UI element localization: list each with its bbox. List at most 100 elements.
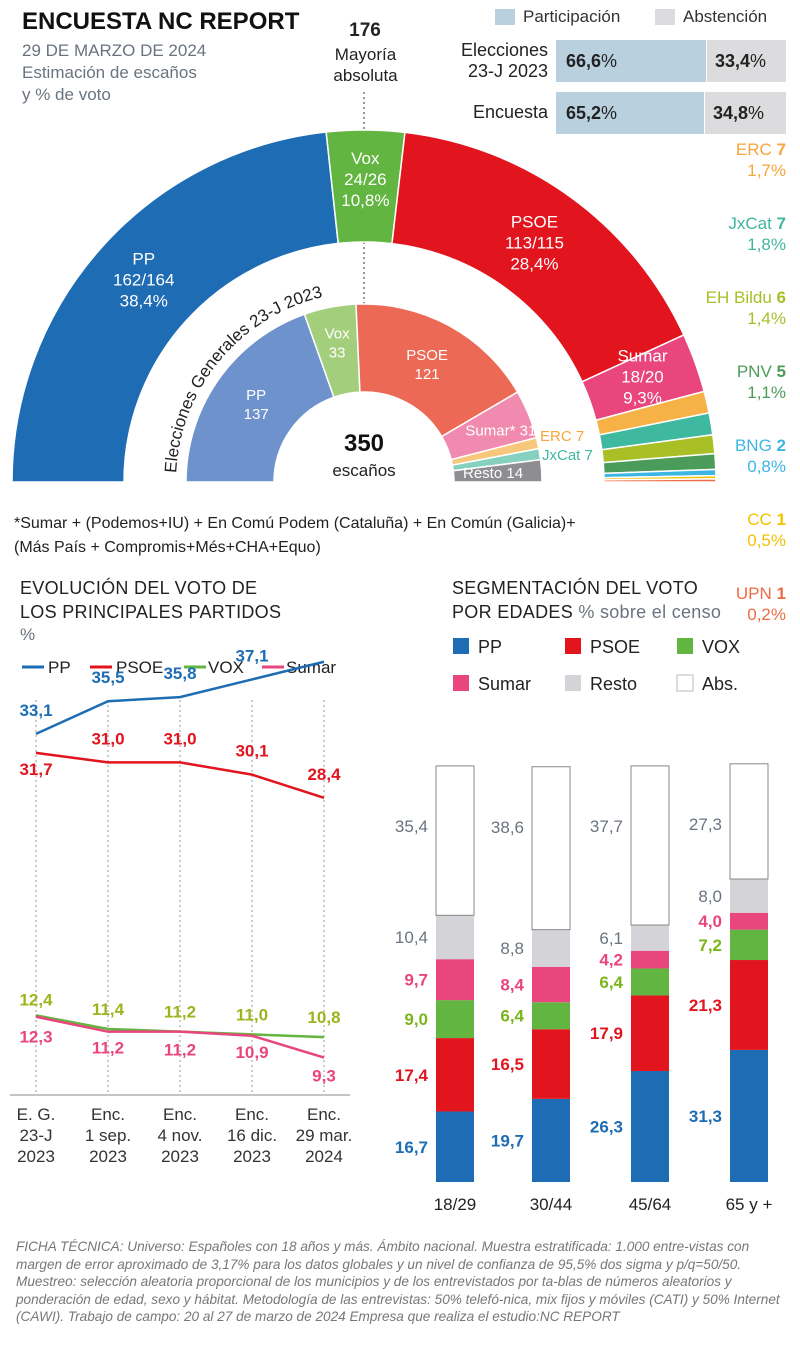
participation-bar-survey: 65,2% 34,8% — [556, 92, 786, 134]
survey-date: 29 DE MARZO DE 2024 — [22, 41, 207, 60]
line-label-psoe-1: 31,0 — [91, 729, 124, 748]
bar-segment-30-44-sumar — [532, 966, 570, 1003]
x-tick-1: Enc. 1 sep. 2023 — [85, 1105, 131, 1166]
side-party-name: JxCat 7 — [728, 214, 786, 233]
line-label-pp-0: 33,1 — [19, 701, 52, 720]
bar-label-18-29-resto: 10,4 — [395, 928, 428, 947]
bar-segment-65-y-resto — [730, 879, 768, 913]
bar-segment-18-29-vox — [436, 1000, 474, 1039]
inner-label-pp: PP 137 — [244, 387, 269, 423]
line-chart-unit: % — [20, 625, 36, 644]
side-party-upn: UPN 1 0,2% — [686, 583, 786, 625]
bar-label-30-44-psoe: 16,5 — [491, 1055, 524, 1074]
legend-label-sumar: Sumar — [478, 674, 531, 694]
bar-label-45-64-resto: 6,1 — [599, 929, 623, 948]
legend-label-vox: VOX — [702, 637, 740, 657]
inner-label-psoe: PSOE 121 — [406, 347, 448, 383]
stacked-bar-chart: PP PSOE VOX Sumar Resto Abs. 16,7 17,4 9,0 9,7 10… — [395, 637, 773, 1214]
bar-segment-45-64-resto — [631, 925, 669, 951]
bar-label-65-y-psoe: 21,3 — [689, 996, 722, 1015]
inner-label-sumar: Sumar* 31 — [465, 423, 536, 440]
subtitle-line1: Estimación de escaños — [22, 63, 197, 82]
legend-label-pp: PP — [478, 637, 502, 657]
side-party-pct: 0,5% — [747, 531, 786, 550]
bar-segment-18-29-sumar — [436, 959, 474, 1001]
bar-segment-18-29-pp — [436, 1111, 474, 1182]
hemicycle-slice-pp — [185, 313, 335, 483]
pct-sign: % — [750, 51, 767, 71]
line-chart-labels: 33,135,535,837,138,431,731,031,030,128,4… — [19, 650, 341, 1086]
legend-label-abs: Abs. — [702, 674, 738, 694]
abstention-value: 33,4 — [715, 51, 751, 71]
line-label-pp-3: 37,1 — [235, 650, 268, 665]
legend-swatch-abs — [676, 674, 694, 692]
bar-chart-stacks — [435, 763, 769, 1182]
bar-segment-30-44-resto — [532, 929, 570, 967]
bar-segment-65-y-sumar — [730, 912, 768, 930]
x-tick-2: Enc. 4 nov. 2023 — [157, 1105, 202, 1166]
bar-label-30-44-vox: 6,4 — [500, 1007, 524, 1026]
x-tick-4: Enc. 29 mar. 2024 — [296, 1105, 353, 1166]
side-party-pct: 0,2% — [747, 605, 786, 624]
legend-label-resto: Resto — [590, 674, 637, 694]
outer-label-pp: PP 162/164 38,4% — [113, 249, 174, 310]
side-party-pct: 1,8% — [747, 235, 786, 254]
bar-chart-x-axis: 18/29 30/44 45/64 65 y + — [434, 1195, 773, 1214]
side-party-name: PNV 5 — [736, 362, 786, 381]
bar-label-65-y-abs: 27,3 — [689, 815, 722, 834]
bar-chart-title-line2: POR EDADES % sobre el censo — [452, 601, 721, 623]
bar-label-18-29-sumar: 9,7 — [404, 971, 428, 990]
elections-label-line2: 23-J 2023 — [467, 61, 548, 81]
bar-segment-30-44-vox — [532, 1002, 570, 1030]
side-party-bng: BNG 2 0,8% — [686, 435, 786, 477]
participation-segment-survey: 65,2% — [556, 92, 704, 134]
legend-label-vox: VOX — [208, 658, 244, 677]
line-chart-grid — [10, 700, 350, 1096]
side-party-name: EH Bildu 6 — [705, 288, 786, 307]
bar-segment-18-29-psoe — [436, 1038, 474, 1112]
side-party-eh-bildu: EH Bildu 6 1,4% — [686, 287, 786, 329]
bar-chart-title-line2-text: POR EDADES — [452, 602, 574, 622]
hemicycle-slice-upn — [603, 478, 717, 483]
bar-category-30-44: 30/44 — [530, 1195, 573, 1214]
line-psoe — [35, 751, 325, 799]
bar-label-30-44-abs: 38,6 — [491, 818, 524, 837]
abstention-legend-swatch — [655, 9, 675, 25]
line-chart-title-line1: EVOLUCIÓN DEL VOTO DE — [20, 578, 258, 598]
outer-label-vox: Vox 24/26 10,8% — [341, 149, 389, 210]
legend-label-sumar: Sumar — [286, 658, 336, 677]
bar-label-45-64-psoe: 17,9 — [590, 1024, 623, 1043]
side-party-name: UPN 1 — [735, 584, 786, 603]
line-label-vox-3: 11,0 — [236, 1005, 268, 1024]
inner-label-erc: ERC 7 — [540, 428, 584, 445]
inner-hemicycle — [185, 303, 543, 483]
hemicycle-slice-pp — [11, 131, 340, 483]
legend-label-psoe: PSOE — [116, 658, 163, 677]
participation-legend-swatch — [495, 9, 515, 25]
bar-label-30-44-sumar: 8,4 — [500, 976, 524, 995]
majority-label-line2: absoluta — [333, 66, 398, 85]
side-party-cc: CC 1 0,5% — [686, 509, 786, 551]
bar-label-65-y-resto: 8,0 — [698, 887, 722, 906]
outer-label-psoe: PSOE 113/115 28,4% — [505, 212, 564, 273]
bar-category-65-y: 65 y + — [726, 1195, 773, 1214]
hemicycle-chart: Elecciones Generales 23-J 2023 PP 162/164… — [11, 92, 717, 483]
legend-swatch-sumar — [453, 675, 469, 691]
bar-category-18-29: 18/29 — [434, 1195, 477, 1214]
bar-label-18-29-psoe: 17,4 — [395, 1066, 429, 1085]
line-label-psoe-3: 30,1 — [235, 742, 268, 761]
bar-label-65-y-sumar: 4,0 — [698, 912, 722, 931]
majority-label-line1: Mayoría — [334, 45, 397, 64]
line-label-sumar-0: 12,3 — [19, 1028, 52, 1047]
participation-legend-label: Participación — [523, 7, 621, 26]
line-label-sumar-1: 11,2 — [92, 1039, 124, 1058]
bar-segment-18-29-resto — [436, 915, 474, 960]
legend-label-pp: PP — [48, 658, 71, 677]
bar-segment-65-y-pp — [730, 1049, 768, 1182]
bar-label-45-64-sumar: 4,2 — [599, 951, 623, 970]
participation-row-survey-label: Encuesta — [398, 102, 548, 123]
bar-label-45-64-vox: 6,4 — [599, 973, 623, 992]
outer-labels: PP 162/164 38,4% Vox 24/26 10,8% PSOE 113/115 28… — [113, 149, 668, 408]
side-party-name: CC 1 — [747, 510, 786, 529]
bar-segment-30-44-abs — [531, 766, 571, 931]
